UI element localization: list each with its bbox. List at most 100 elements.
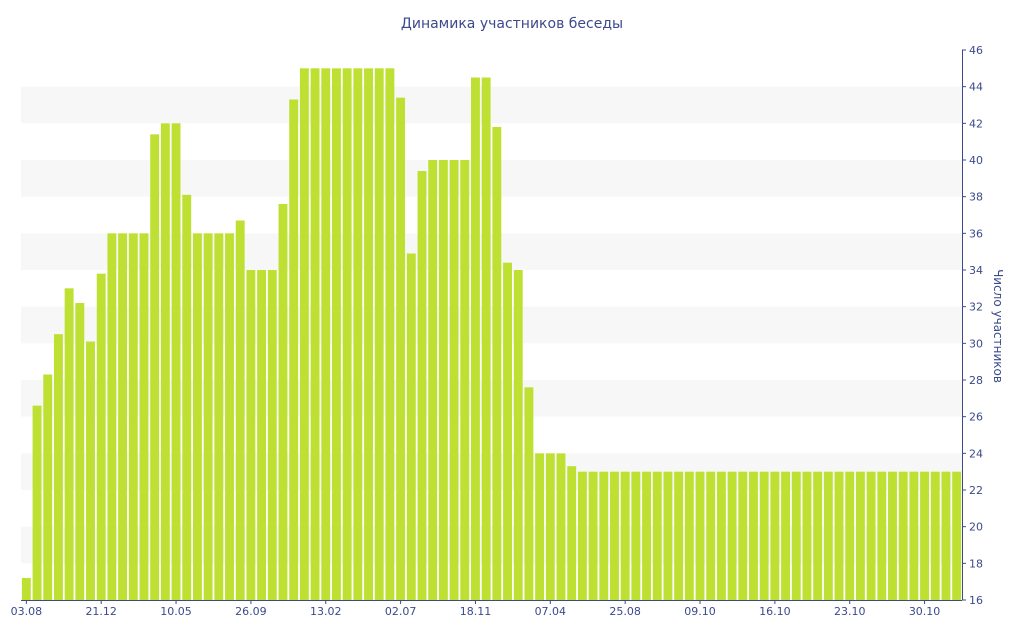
y-tick-label: 28: [969, 374, 983, 387]
y-tick-label: 16: [969, 594, 983, 607]
grid-band: [21, 86, 962, 124]
bar: [631, 471, 641, 600]
bar: [823, 471, 833, 600]
y-tick-label: 34: [969, 264, 983, 277]
y-tick-label: 40: [969, 154, 983, 167]
x-tick-label: 26.09: [235, 605, 267, 618]
x-axis-ticks: 03.08 21.12 10.05 26.09 13.02 02.07 18.11 07.04…: [11, 600, 940, 618]
bar: [118, 233, 128, 601]
bar: [160, 123, 170, 600]
bar: [267, 270, 277, 600]
x-tick-label: 21.12: [85, 605, 117, 618]
bar: [738, 471, 748, 600]
bar: [577, 471, 587, 600]
bar: [770, 471, 780, 600]
bar: [834, 471, 844, 600]
bar: [556, 453, 566, 600]
bar: [952, 471, 962, 600]
bar: [128, 233, 138, 601]
bar: [139, 233, 149, 601]
bar: [438, 160, 448, 600]
bar: [749, 471, 758, 600]
y-tick-label: 44: [969, 81, 983, 94]
y-tick-label: 18: [969, 557, 983, 570]
bar: [791, 471, 801, 600]
bar: [471, 77, 480, 600]
bar: [620, 471, 630, 600]
bar: [481, 77, 491, 600]
x-tick-label: 25.08: [609, 605, 641, 618]
bar: [353, 68, 363, 601]
y-tick-label: 46: [969, 44, 983, 57]
bar: [32, 405, 42, 600]
bar: [96, 273, 106, 600]
bar: [192, 233, 202, 601]
x-tick-label: 18.11: [460, 605, 492, 618]
y-tick-label: 24: [969, 447, 983, 460]
bar: [396, 97, 406, 601]
bar: [235, 220, 245, 600]
bar: [257, 270, 267, 600]
bar: [535, 453, 545, 600]
bars: [21, 68, 962, 601]
bar: [150, 134, 160, 601]
x-tick-label: 10.05: [160, 605, 192, 618]
bar: [428, 160, 438, 600]
y-axis-label: Число участников: [991, 269, 1005, 383]
bar: [716, 471, 726, 600]
bar: [524, 387, 534, 600]
bar: [674, 471, 684, 600]
bar: [727, 471, 737, 600]
bar: [43, 374, 53, 600]
x-tick-label: 03.08: [11, 605, 43, 618]
bar: [492, 127, 502, 600]
y-tick-label: 20: [969, 521, 983, 534]
bar: [21, 578, 31, 600]
chart-title: Динамика участников беседы: [401, 16, 623, 32]
bar: [310, 68, 320, 601]
bar: [567, 466, 577, 600]
bar: [941, 471, 951, 600]
bar: [171, 123, 181, 600]
x-tick-label: 13.02: [310, 605, 342, 618]
bar: [64, 288, 74, 600]
y-axis-ticks: 16 18 20 22 24 26 28 30 32 34 36 38 40 42 44 46: [962, 44, 983, 607]
bar: [663, 471, 673, 600]
bar: [289, 99, 299, 600]
bar: [898, 471, 908, 600]
bar: [332, 68, 341, 601]
bar: [503, 262, 512, 600]
bar: [706, 471, 716, 600]
bar: [920, 471, 930, 600]
bar: [107, 233, 117, 601]
bar: [642, 471, 651, 600]
y-tick-label: 22: [969, 484, 983, 497]
bar: [759, 471, 769, 600]
bar: [449, 160, 459, 600]
x-tick-label: 02.07: [385, 605, 417, 618]
y-tick-label: 42: [969, 117, 983, 130]
bar: [278, 204, 288, 600]
bar: [855, 471, 865, 600]
bar: [866, 471, 876, 600]
bar: [75, 303, 85, 600]
bar: [299, 68, 309, 601]
bar: [364, 68, 373, 601]
bar: [406, 253, 416, 600]
y-tick-label: 30: [969, 337, 983, 350]
bar: [214, 233, 224, 601]
bar: [877, 471, 887, 600]
x-tick-label: 07.04: [535, 605, 567, 618]
y-tick-label: 38: [969, 191, 983, 204]
bar: [225, 233, 234, 601]
bar: [599, 471, 609, 600]
y-tick-label: 36: [969, 227, 983, 240]
bar: [321, 68, 331, 601]
bar: [802, 471, 812, 600]
x-tick-label: 23.10: [834, 605, 866, 618]
bar: [813, 471, 823, 600]
x-tick-label: 09.10: [684, 605, 716, 618]
bar: [888, 471, 897, 600]
bar: [460, 160, 470, 600]
bar: [845, 471, 855, 600]
